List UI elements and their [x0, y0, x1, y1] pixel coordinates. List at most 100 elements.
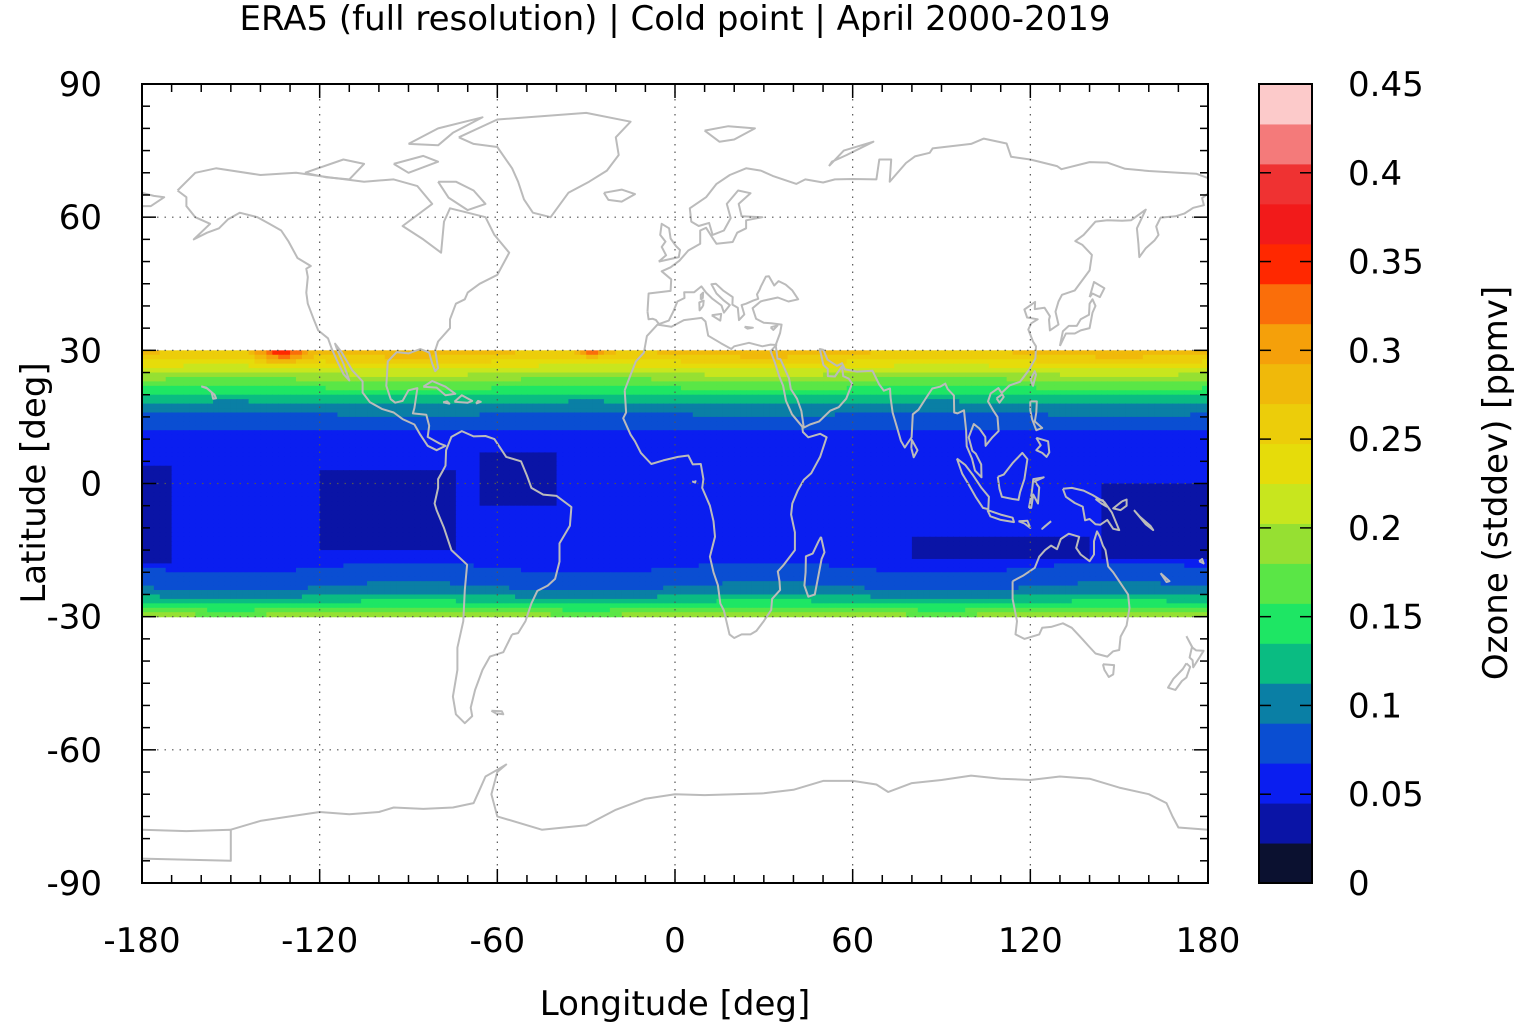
field-cell: [142, 447, 149, 454]
field-cell: [882, 430, 889, 436]
field-cell: [568, 412, 575, 418]
field-cell: [207, 470, 214, 476]
field-cell: [201, 430, 208, 436]
field-cell: [266, 434, 273, 440]
field-cell: [538, 394, 546, 400]
field-cell: [432, 430, 439, 436]
field-cell: [568, 456, 575, 462]
field-cell: [1000, 408, 1008, 414]
field-cell: [669, 447, 676, 454]
field-cell: [864, 354, 872, 360]
field-cell: [236, 390, 244, 396]
field-cell: [361, 381, 368, 387]
field-cell: [1077, 403, 1085, 409]
field-cell: [254, 350, 262, 356]
field-cell: [361, 452, 368, 458]
field-cell: [378, 390, 386, 396]
field-cell: [509, 416, 516, 422]
field-cell: [1012, 452, 1020, 458]
field-cell: [1006, 416, 1014, 422]
field-cell: [1083, 425, 1091, 431]
field-cell: [532, 354, 540, 360]
field-cell: [751, 372, 759, 378]
field-cell: [609, 359, 617, 365]
field-cell: [224, 394, 232, 400]
field-cell: [491, 412, 498, 418]
field-cell: [171, 452, 179, 458]
field-cell: [686, 425, 694, 431]
field-cell: [1125, 385, 1132, 391]
field-cell: [769, 390, 777, 396]
field-cell: [201, 456, 208, 462]
field-cell: [971, 394, 978, 400]
field-cell: [254, 425, 262, 431]
field-cell: [645, 408, 652, 414]
field-cell: [402, 439, 410, 445]
field-cell: [846, 354, 854, 360]
field-cell: [1030, 394, 1037, 400]
field-cell: [343, 408, 350, 414]
field-cell: [236, 363, 244, 369]
field-cell: [515, 470, 522, 476]
field-cell: [657, 372, 664, 378]
field-cell: [402, 447, 410, 454]
field-cell: [947, 403, 954, 409]
field-cell: [313, 368, 321, 374]
field-cell: [781, 363, 789, 369]
field-cell: [153, 430, 161, 436]
field-cell: [426, 372, 433, 378]
field-cell: [728, 368, 735, 374]
field-cell: [378, 452, 386, 458]
field-cell: [746, 399, 753, 405]
field-cell: [965, 376, 972, 383]
field-cell: [876, 385, 883, 391]
field-cell: [1142, 421, 1150, 427]
field-cell: [639, 434, 646, 440]
field-cell: [817, 390, 824, 396]
field-cell: [876, 390, 883, 396]
field-cell: [894, 452, 901, 458]
field-cell: [1018, 359, 1026, 365]
field-cell: [746, 416, 753, 422]
field-cell: [1095, 425, 1102, 431]
field-cell: [1012, 461, 1020, 467]
field-cell: [1071, 390, 1079, 396]
field-cell: [361, 363, 368, 369]
field-cell: [349, 412, 356, 418]
field-cell: [657, 465, 664, 471]
field-cell: [396, 408, 404, 414]
field-cell: [301, 354, 309, 360]
field-cell: [734, 439, 741, 445]
field-cell: [669, 465, 676, 471]
field-cell: [201, 461, 208, 467]
field-cell: [959, 452, 966, 458]
field-cell: [580, 394, 587, 400]
field-cell: [248, 408, 256, 414]
field-cell: [698, 368, 706, 374]
field-cell: [858, 385, 866, 391]
field-cell: [556, 416, 564, 422]
field-cell: [207, 394, 214, 400]
field-cell: [828, 456, 836, 462]
field-cell: [568, 408, 575, 414]
field-cell: [532, 430, 540, 436]
field-cell: [805, 381, 812, 387]
field-cell: [1095, 394, 1102, 400]
field-cell: [337, 416, 344, 422]
field-cell: [396, 465, 404, 471]
field-cell: [888, 354, 895, 360]
field-cell: [189, 452, 196, 458]
field-cell: [248, 456, 256, 462]
field-cell: [947, 421, 954, 427]
field-cell: [971, 368, 978, 374]
field-cell: [882, 416, 889, 422]
field-cell: [615, 430, 623, 436]
field-cell: [1077, 385, 1085, 391]
field-cell: [1048, 368, 1055, 374]
field-cell: [823, 470, 830, 476]
field-cell: [858, 354, 866, 360]
field-cell: [1006, 359, 1014, 365]
field-cell: [645, 372, 652, 378]
field-cell: [710, 408, 718, 414]
field-cell: [159, 368, 167, 374]
